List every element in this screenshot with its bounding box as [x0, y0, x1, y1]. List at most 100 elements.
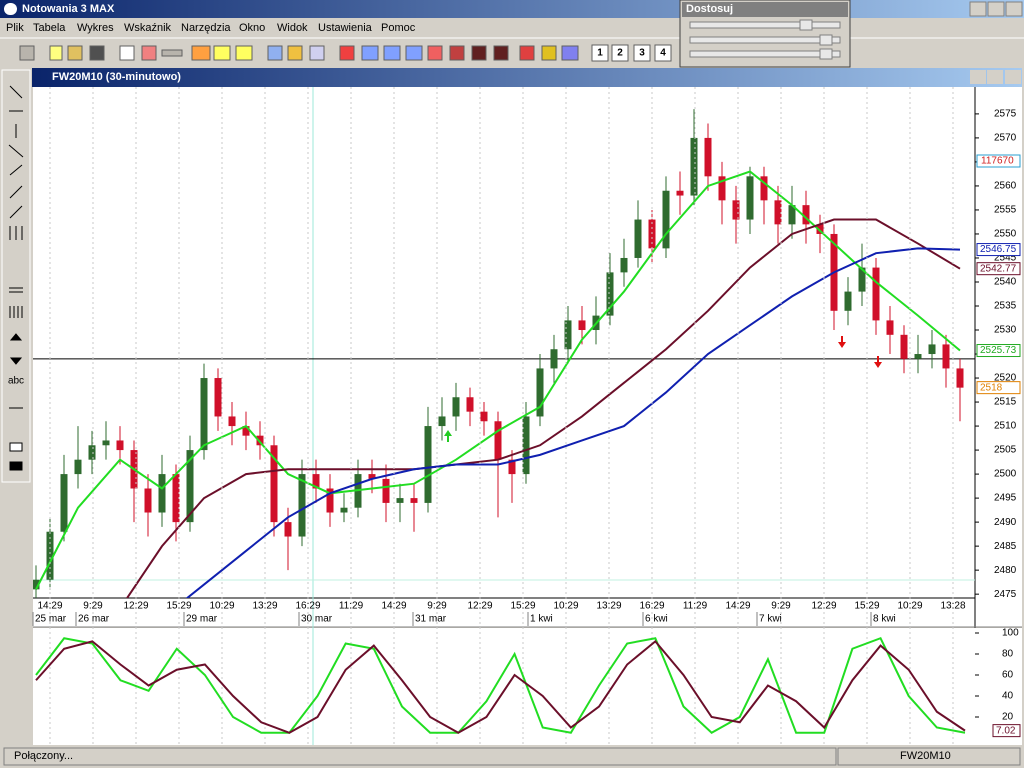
- menu-item[interactable]: Pomoc: [381, 22, 416, 34]
- candle-body: [802, 205, 810, 225]
- date-label: 29 mar: [186, 614, 218, 625]
- candle-body: [704, 137, 712, 177]
- candle-body: [33, 579, 40, 590]
- price-tag: [976, 262, 1021, 276]
- candle-body: [480, 411, 488, 422]
- y-tick-label: 2520: [994, 373, 1017, 384]
- candle-body: [116, 440, 124, 451]
- candle-body: [186, 450, 194, 523]
- volume-tag: [976, 154, 1021, 168]
- menu-item[interactable]: Narzędzia: [181, 22, 231, 34]
- menu-item[interactable]: Wskaźnik: [124, 22, 172, 34]
- candle-body: [298, 474, 306, 537]
- date-label: 1 kwi: [530, 614, 553, 625]
- candle-body: [424, 426, 432, 503]
- x-tick-label: 11:29: [339, 601, 364, 612]
- candle-body: [760, 176, 768, 201]
- y-tick-label: 2480: [994, 565, 1017, 576]
- menu-item[interactable]: Widok: [277, 22, 308, 34]
- y-tick-label: 2575: [994, 109, 1017, 120]
- price-tag-label: 2525.73: [980, 345, 1017, 356]
- drawing-tools[interactable]: [8, 85, 24, 471]
- menu-item[interactable]: Ustawienia: [318, 22, 373, 34]
- left-toolbar[interactable]: [1, 69, 31, 483]
- chart-window-buttons[interactable]: [970, 70, 1021, 84]
- price-tag: [976, 381, 1021, 395]
- indicator-line: [35, 636, 966, 734]
- candle-body: [774, 200, 782, 225]
- sliders[interactable]: [689, 19, 841, 60]
- candle-body: [508, 459, 516, 475]
- candle-body: [312, 474, 320, 489]
- y-tick-label: 2560: [994, 181, 1017, 192]
- menu-item[interactable]: Tabela: [33, 22, 66, 34]
- candle-body: [326, 488, 334, 513]
- x-tick-label: 15:29: [854, 601, 879, 612]
- x-tick-label: 16:29: [295, 601, 320, 612]
- candle-body: [494, 421, 502, 460]
- candle-body: [466, 397, 474, 412]
- x-tick-label: 14:29: [725, 601, 750, 612]
- window-buttons[interactable]: [969, 1, 1023, 17]
- y-tick-label: 2490: [994, 517, 1017, 528]
- x-tick-label: 10:29: [897, 601, 922, 612]
- candle-body: [88, 445, 96, 460]
- y-tick-label: 2495: [994, 493, 1017, 504]
- y-tick-label: 40: [1002, 691, 1014, 702]
- candle-body: [746, 176, 754, 220]
- indicator-line: [125, 218, 961, 598]
- date-label: 8 kwi: [873, 614, 896, 625]
- candle-body: [732, 200, 740, 220]
- x-tick-label: 11:29: [683, 601, 708, 612]
- price-tag: [976, 243, 1021, 257]
- chart-window-title: FW20M10 (30-minutowo): [52, 71, 181, 83]
- price-tag-label: 2542.77: [980, 263, 1017, 274]
- title-bar: [0, 0, 1024, 18]
- status-left: Połączony...: [14, 750, 73, 762]
- panel-title-bar: [682, 2, 848, 17]
- candle-body: [382, 478, 390, 503]
- toolbar[interactable]: [19, 44, 672, 62]
- candle-body: [228, 416, 236, 427]
- candle-body: [816, 224, 824, 234]
- x-tick-label: 12:29: [123, 601, 148, 612]
- y-tick-label: 2550: [994, 229, 1017, 240]
- toolbar-number: 3: [639, 48, 645, 59]
- toolbar-numbers[interactable]: 1 2 3 4: [597, 48, 666, 59]
- menu-bar: Plik Tabela Wykres Wskaźnik Narzędzia Okno Wid…: [6, 22, 416, 34]
- y-tick-label: 2570: [994, 133, 1017, 144]
- x-tick-label: 9:29: [427, 601, 447, 612]
- candle-body: [662, 190, 670, 249]
- candle-body: [522, 416, 530, 475]
- text-tool[interactable]: abc: [8, 376, 24, 387]
- menu-item[interactable]: Plik: [6, 22, 24, 34]
- candle-body: [858, 267, 866, 292]
- y-tick-label: 80: [1002, 649, 1014, 660]
- menu-item[interactable]: Wykres: [77, 22, 114, 34]
- candle-body: [690, 137, 698, 196]
- candle-body: [102, 440, 110, 446]
- candle-body: [634, 219, 642, 258]
- y-tick-label: 2510: [994, 421, 1017, 432]
- candle-body: [158, 474, 166, 513]
- y-tick-label: 2485: [994, 541, 1017, 552]
- candle-body: [214, 378, 222, 417]
- date-label: 30 mar: [301, 614, 333, 625]
- candle-body: [396, 498, 404, 503]
- y-tick-label: 2545: [994, 253, 1017, 264]
- price-tag: [976, 344, 1021, 358]
- candle-body: [270, 445, 278, 523]
- candle-body: [242, 426, 250, 436]
- date-label: 25 mar: [35, 614, 67, 625]
- price-tag-label: 2518: [980, 382, 1003, 393]
- candle-body: [676, 190, 684, 196]
- volume-tag-label: 117670: [981, 156, 1014, 167]
- menu-item[interactable]: Okno: [239, 22, 265, 34]
- x-tick-label: 13:28: [940, 601, 965, 612]
- candle-body: [536, 368, 544, 417]
- candle-body: [410, 498, 418, 503]
- y-tick-label: 60: [1002, 670, 1014, 681]
- candle-body: [438, 416, 446, 427]
- toolbar-number: 2: [617, 48, 623, 59]
